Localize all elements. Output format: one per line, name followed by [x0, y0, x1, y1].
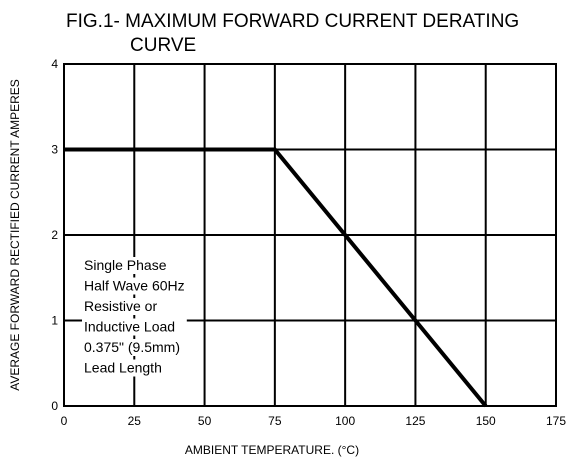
series-group [64, 147, 488, 408]
annotation-bg [82, 257, 173, 274]
x-tick-label: 0 [61, 414, 68, 428]
annotation-line: Lead Length [84, 360, 162, 376]
y-tick-label: 3 [51, 143, 58, 157]
annotation-bg [82, 359, 166, 377]
annotation-line: Half Wave 60Hz [84, 278, 185, 294]
derating-curve [64, 147, 488, 408]
annotation-bg [82, 277, 187, 295]
annotation-text: Single Phase Half Wave 60Hz Resistive or In… [82, 257, 187, 377]
x-tick-label: 25 [128, 414, 142, 428]
x-tick-label: 175 [546, 414, 566, 428]
x-tick-label: 75 [268, 414, 282, 428]
y-tick-label: 1 [51, 314, 58, 328]
x-axis-label: AMBIENT TEMPERATURE. (°C) [185, 443, 359, 457]
annotation-bg [82, 318, 187, 336]
y-tick-label: 0 [51, 399, 58, 413]
annotation-bg [82, 298, 173, 315]
y-axis-label: AVERAGE FORWARD RECTIFIED CURRENT AMPERE… [8, 79, 22, 391]
x-tick-label: 50 [198, 414, 212, 428]
x-tick-label: 100 [335, 414, 355, 428]
annotation-line: Single Phase [84, 257, 167, 273]
chart-title-line1: FIG.1- MAXIMUM FORWARD CURRENT DERATING [66, 11, 519, 32]
tick-labels: 0 25 50 75 100 125 150 175 0 1 2 3 4 [51, 57, 566, 428]
annotation-bg [82, 339, 187, 356]
y-tick-label: 4 [51, 57, 58, 71]
chart-title-line2: CURVE [130, 35, 196, 56]
y-tick-label: 2 [51, 228, 58, 242]
annotation-line: Resistive or [84, 298, 157, 314]
plot-frame [63, 63, 557, 407]
annotation-line: Inductive Load [84, 319, 175, 335]
annotation-line: 0.375" (9.5mm) [84, 339, 180, 355]
x-tick-label: 150 [476, 414, 496, 428]
x-tick-label: 125 [405, 414, 425, 428]
